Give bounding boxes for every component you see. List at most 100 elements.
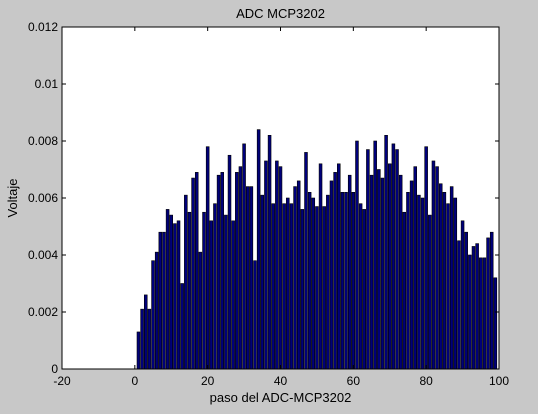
bar: [442, 192, 447, 370]
bar: [231, 220, 235, 370]
bar: [173, 223, 177, 370]
bar: [326, 194, 330, 370]
bar: [158, 231, 163, 370]
bar: [151, 260, 155, 370]
bar: [275, 160, 279, 370]
bar: [355, 140, 359, 370]
bar: [362, 209, 367, 370]
bar: [475, 243, 479, 370]
bar: [438, 183, 443, 370]
bar: [194, 172, 199, 370]
bar: [245, 186, 250, 370]
bar: [180, 283, 184, 370]
bar: [191, 177, 195, 370]
bar: [162, 231, 166, 370]
bar: [387, 163, 392, 370]
bar: [198, 251, 203, 370]
bar: [216, 174, 221, 370]
bar: [256, 129, 261, 370]
y-tick-label: 0.01: [35, 77, 59, 91]
bar: [406, 192, 410, 370]
bar: [176, 220, 181, 370]
bar: [351, 192, 356, 370]
bar: [482, 257, 487, 370]
bar: [318, 163, 323, 370]
bar: [340, 192, 345, 370]
bar: [449, 186, 454, 370]
bar: [205, 146, 210, 370]
bar: [209, 220, 214, 370]
x-axis-ticks: -20 0 20 40 60 80 100: [53, 27, 509, 388]
bar: [395, 149, 399, 370]
bar: [409, 180, 414, 370]
bar: [464, 231, 468, 370]
y-axis-label: Voltaje: [5, 178, 20, 217]
bar: [377, 169, 381, 370]
bar: [417, 194, 421, 370]
y-tick-label: 0.002: [28, 305, 58, 319]
bar: [344, 192, 348, 370]
bar: [147, 308, 152, 370]
bar: [435, 166, 439, 370]
bar: [453, 197, 458, 370]
x-axis-label: paso del ADC-MCP3202: [210, 390, 352, 405]
bar: [154, 251, 159, 370]
bar: [420, 197, 425, 370]
bar: [289, 203, 294, 370]
bar: [428, 214, 432, 370]
bar: [235, 172, 239, 370]
bar: [311, 197, 316, 370]
bar: [446, 203, 450, 370]
bar: [242, 143, 246, 370]
y-tick-label: 0: [51, 362, 58, 376]
bar: [489, 231, 494, 370]
x-tick-label: 20: [201, 374, 215, 388]
bar: [296, 180, 301, 370]
bar: [140, 308, 144, 370]
bar: [402, 211, 407, 370]
bar: [220, 172, 224, 370]
bar: [384, 135, 388, 370]
x-tick-label: 0: [131, 374, 138, 388]
bar: [373, 140, 377, 370]
bar: [136, 331, 141, 370]
bar: [366, 149, 370, 370]
bar: [282, 203, 286, 370]
bar: [347, 174, 352, 370]
bar: [493, 277, 498, 370]
bar: [486, 237, 490, 370]
bar: [249, 186, 254, 370]
bar: [468, 254, 472, 370]
bar: [460, 220, 465, 370]
bar: [329, 180, 334, 370]
bar: [227, 154, 232, 370]
bar: [369, 174, 374, 370]
bar: [286, 197, 290, 370]
x-tick-label: 40: [274, 374, 288, 388]
x-tick-label: 100: [489, 374, 509, 388]
bar: [391, 143, 396, 370]
bar: [293, 186, 297, 370]
y-axis-ticks: 0 0.002 0.004 0.006 0.008 0.01 0.012: [28, 20, 499, 376]
bar: [457, 240, 461, 370]
bar: [169, 214, 173, 370]
bar: [380, 177, 385, 370]
bar: [333, 172, 337, 370]
bar: [187, 211, 192, 370]
x-tick-label: 60: [347, 374, 361, 388]
bar: [253, 260, 257, 370]
bar: [358, 203, 363, 370]
bar: [184, 194, 188, 370]
bar: [431, 160, 436, 370]
bar: [398, 174, 403, 370]
bar: [300, 209, 305, 370]
chart-title: ADC MCP3202: [236, 6, 325, 21]
bar: [271, 203, 275, 370]
bar: [479, 257, 483, 370]
x-tick-label: 80: [419, 374, 433, 388]
bar: [307, 192, 312, 370]
bar: [165, 209, 170, 370]
bar: [278, 166, 283, 370]
bar: [337, 163, 341, 370]
bar: [224, 214, 228, 370]
